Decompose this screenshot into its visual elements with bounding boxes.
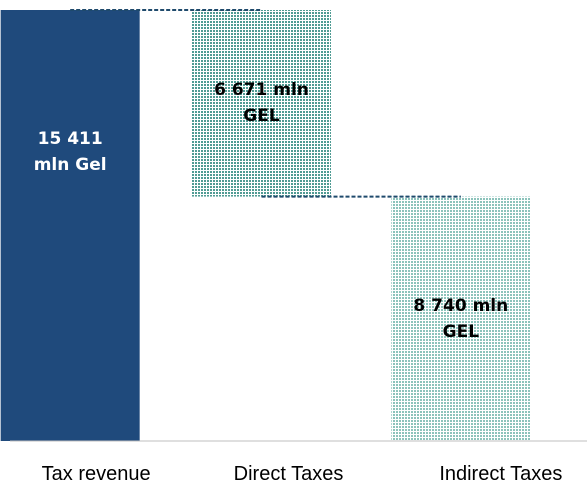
bar: [391, 196, 531, 441]
bar: [0, 10, 140, 441]
value-label: 8 740 mln GEL: [413, 295, 509, 342]
value-label: 6 671 mln GEL: [214, 80, 309, 127]
x-tick-label: Indirect Taxes: [439, 463, 562, 485]
x-tick-label: Direct Taxes: [234, 463, 344, 485]
value-label: 15 411 mln Gel: [33, 129, 107, 176]
x-tick-label: Tax revenue: [42, 463, 151, 485]
bar: [192, 10, 331, 197]
